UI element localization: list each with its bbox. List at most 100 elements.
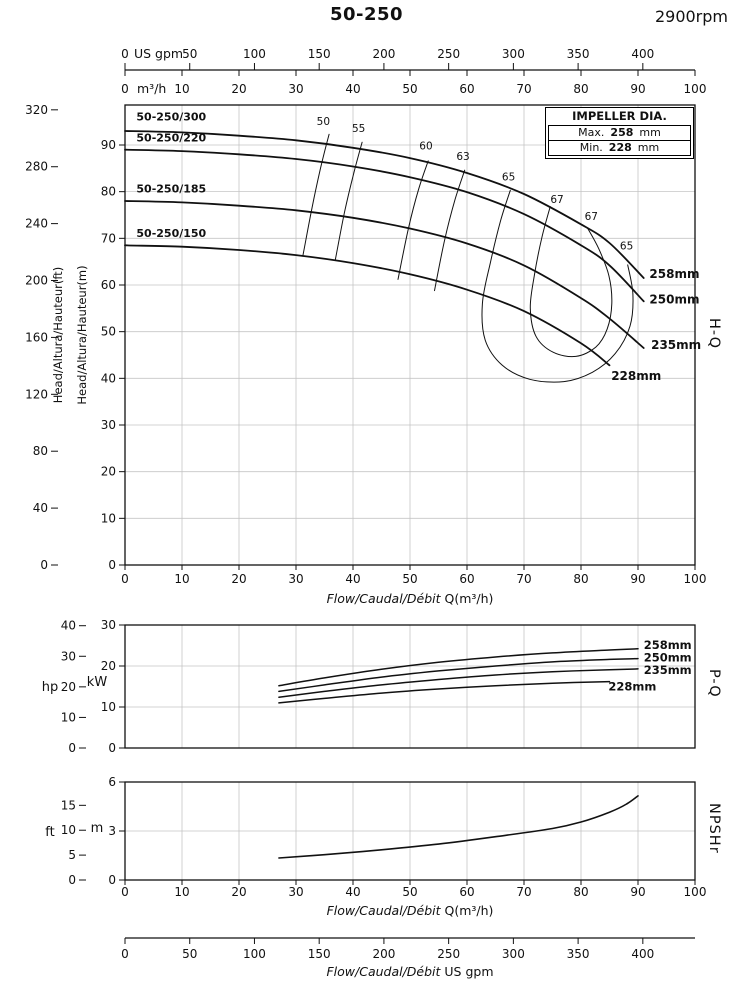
head-ft-tick-label: 240 <box>25 217 48 231</box>
head-ft-axis-title: Head/Altura/Hauteur(ft) <box>51 267 65 403</box>
impeller-label: 235mm <box>644 663 692 677</box>
usgpm-tick-label: 300 <box>502 47 525 61</box>
x-tick-label: 90 <box>630 885 645 899</box>
npshr-side-label: NPSHr <box>706 803 722 854</box>
usgpm-tick-label: 200 <box>372 947 395 961</box>
ft-axis-unit: ft <box>45 825 54 840</box>
kw-tick-label: 10 <box>101 700 116 714</box>
usgpm-tick-label: 250 <box>437 47 460 61</box>
x-tick-label: 20 <box>231 572 246 586</box>
hq-curve-258mm <box>124 130 645 279</box>
x-tick-label: 80 <box>573 572 588 586</box>
hq-side-label: H-Q <box>706 318 722 350</box>
model-label: 50-250/150 <box>136 227 206 240</box>
efficiency-label: 67 <box>550 194 563 206</box>
head-ft-tick-label: 120 <box>25 387 48 401</box>
m3h-tick-label: 0 <box>121 82 129 96</box>
head-ft-tick-label: 40 <box>33 501 48 515</box>
impeller-label: 228mm <box>608 680 656 694</box>
x-tick-label: 70 <box>516 572 531 586</box>
usgpm-tick-label: 50 <box>182 947 197 961</box>
npshr-curve <box>278 795 639 859</box>
model-label: 50-250/220 <box>136 131 206 144</box>
usgpm-tick-label: 150 <box>308 47 331 61</box>
usgpm-axis-unit: US gpm <box>134 46 183 61</box>
impeller-max-row: Max. 258 mm <box>549 126 690 140</box>
x-tick-label: 70 <box>516 885 531 899</box>
m3h-tick-label: 90 <box>630 82 645 96</box>
efficiency-label: 50 <box>317 116 330 128</box>
usgpm-tick-label: 250 <box>437 947 460 961</box>
x-tick-label: 40 <box>345 885 360 899</box>
efficiency-line <box>397 160 429 280</box>
head-m-tick-label: 80 <box>101 185 116 199</box>
npshr-m-tick-label: 3 <box>108 824 116 838</box>
impeller-max-label: Max. <box>578 126 605 139</box>
m3h-tick-label: 60 <box>459 82 474 96</box>
usgpm-tick-label: 400 <box>631 47 654 61</box>
impeller-dia-box: IMPELLER DIA. Max. 258 mm Min. 228 mm <box>545 107 694 159</box>
impeller-label: 250mm <box>644 650 692 664</box>
kw-axis-unit: kW <box>87 675 108 690</box>
x-tick-label: 60 <box>459 572 474 586</box>
impeller-max-value: 258 <box>610 126 634 139</box>
x-tick-label: 60 <box>459 885 474 899</box>
m3h-tick-label: 40 <box>345 82 360 96</box>
m3h-tick-label: 80 <box>573 82 588 96</box>
impeller-label: 250mm <box>649 293 699 307</box>
usgpm-tick-label: 0 <box>121 947 129 961</box>
page-title: 50-250 <box>329 4 404 25</box>
head-m-tick-label: 30 <box>101 418 116 432</box>
x-tick-label: 90 <box>630 572 645 586</box>
head-ft-tick-label: 80 <box>33 444 48 458</box>
head-ft-tick-label: 160 <box>25 330 48 344</box>
m3h-tick-label: 100 <box>684 82 707 96</box>
pq-curve-258mm <box>278 648 639 687</box>
usgpm-tick-label: 200 <box>372 47 395 61</box>
hq-curve-228mm <box>124 244 611 367</box>
hq-curve-235mm <box>124 200 645 349</box>
efficiency-label: 60 <box>419 141 432 153</box>
usgpm-tick-label: 350 <box>567 47 590 61</box>
x-tick-label: 10 <box>174 572 189 586</box>
head-m-tick-label: 10 <box>101 511 116 525</box>
x-tick-label: 80 <box>573 885 588 899</box>
impeller-label: 235mm <box>651 338 701 352</box>
npshr-ft-tick-label: 15 <box>61 798 76 812</box>
head-m-tick-label: 70 <box>101 231 116 245</box>
hp-tick-label: 30 <box>61 649 76 663</box>
head-m-tick-label: 60 <box>101 278 116 292</box>
kw-tick-label: 30 <box>101 618 116 632</box>
model-label: 50-250/300 <box>136 111 206 124</box>
impeller-dia-title: IMPELLER DIA. <box>572 109 667 123</box>
usgpm-tick-label: 100 <box>243 947 266 961</box>
x-tick-label: 100 <box>684 885 707 899</box>
usgpm-tick-label: 300 <box>502 947 525 961</box>
x-tick-label: 50 <box>402 572 417 586</box>
head-m-axis-title: Head/Altura/Hauteur(m) <box>75 265 89 404</box>
top-flow-axes: 0 50 100 150 200 250 300 350 400 US gpm 0 10 20 30 40 5… <box>121 46 706 96</box>
x-tick-label: 100 <box>684 572 707 586</box>
hq-panel: 0102030405060708090040801201602002402803… <box>25 103 706 606</box>
x-tick-label: 50 <box>402 885 417 899</box>
efficiency-label: 63 <box>456 151 469 163</box>
x-tick-label: 0 <box>121 885 129 899</box>
pq-curve-235mm <box>278 668 639 698</box>
hp-tick-label: 10 <box>61 710 76 724</box>
x-axis-title: Flow/Caudal/Débit US gpm <box>326 964 493 979</box>
x-axis-title: Flow/Caudal/Débit Q(m³/h) <box>327 591 494 606</box>
x-tick-label: 30 <box>288 572 303 586</box>
efficiency-label: 67 <box>585 211 598 223</box>
npshr-m-tick-label: 6 <box>108 775 116 789</box>
efficiency-line <box>434 169 466 292</box>
impeller-label: 258mm <box>644 638 692 652</box>
head-m-tick-label: 90 <box>101 138 116 152</box>
impeller-max-unit: mm <box>639 126 661 139</box>
npshr-ft-tick-label: 10 <box>61 823 76 837</box>
usgpm-tick-label: 150 <box>308 947 331 961</box>
head-ft-tick-label: 200 <box>25 274 48 288</box>
